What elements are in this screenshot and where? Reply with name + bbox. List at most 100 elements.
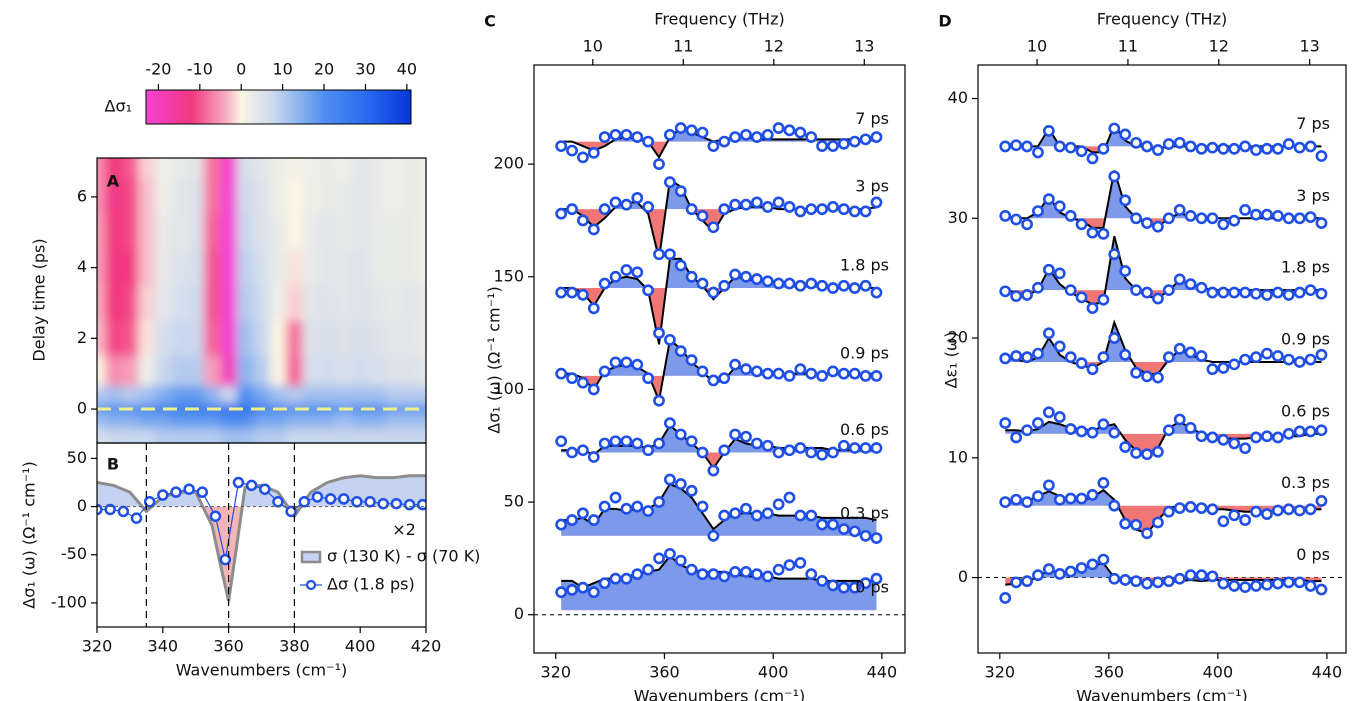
data-point bbox=[587, 302, 600, 315]
data-point bbox=[587, 223, 600, 236]
data-point bbox=[566, 203, 578, 216]
data-point bbox=[1162, 284, 1175, 297]
heatmap-cell bbox=[187, 214, 205, 251]
data-point bbox=[1021, 289, 1033, 301]
data-point bbox=[750, 131, 763, 143]
heatmap-cell bbox=[171, 158, 188, 180]
data-point bbox=[1064, 565, 1077, 578]
x-tick-label: 360 bbox=[213, 637, 244, 656]
data-point bbox=[1010, 576, 1023, 589]
data-point bbox=[1304, 580, 1317, 592]
data-point bbox=[707, 464, 720, 477]
data-point bbox=[761, 439, 774, 452]
data-point bbox=[577, 214, 589, 227]
data-point bbox=[170, 486, 182, 498]
data-point bbox=[1097, 553, 1110, 566]
data-point bbox=[1097, 477, 1110, 489]
heatmap-cell bbox=[171, 214, 188, 251]
colorbar-tick-label: -10 bbox=[187, 60, 213, 79]
x-tick-label: 320 bbox=[985, 663, 1016, 682]
heatmap-cell bbox=[138, 428, 156, 443]
heatmap-cell bbox=[187, 320, 205, 357]
fill-positive bbox=[1037, 124, 1137, 147]
data-point bbox=[794, 509, 807, 522]
data-point bbox=[1239, 514, 1252, 526]
data-point bbox=[232, 476, 245, 489]
y-tick-label: 0 bbox=[77, 496, 87, 515]
y-axis-label: Delay time (ps) bbox=[30, 238, 49, 361]
data-point bbox=[685, 124, 698, 137]
data-point bbox=[1032, 490, 1044, 503]
data-point bbox=[1032, 146, 1044, 159]
trace-label: 3 ps bbox=[855, 177, 889, 196]
y-tick-label: 10 bbox=[948, 447, 968, 466]
data-point bbox=[143, 496, 156, 508]
heatmap-cell bbox=[203, 249, 221, 286]
data-point bbox=[794, 363, 807, 376]
data-point bbox=[848, 442, 861, 454]
data-point bbox=[1108, 122, 1121, 135]
trace-label: 0.3 ps bbox=[1281, 473, 1330, 492]
heatmap-cell bbox=[335, 386, 353, 405]
heatmap-cell bbox=[154, 320, 172, 357]
data-point bbox=[1075, 562, 1088, 574]
data-point bbox=[1271, 142, 1284, 155]
data-point bbox=[740, 270, 752, 283]
fill-neg-clip bbox=[588, 452, 725, 469]
area-fill-negative bbox=[142, 506, 301, 601]
data-point bbox=[1304, 284, 1317, 297]
heatmap-cell bbox=[417, 285, 426, 322]
data-point bbox=[729, 358, 742, 371]
heatmap-cell bbox=[384, 285, 402, 322]
fill-neg-clip bbox=[561, 141, 877, 158]
heatmap-cell bbox=[401, 320, 419, 357]
data-point bbox=[718, 135, 731, 148]
heatmap-cell bbox=[335, 158, 353, 180]
trace-label: 7 ps bbox=[855, 109, 889, 128]
heatmap-cell bbox=[236, 320, 254, 357]
heatmap-cell bbox=[401, 214, 419, 251]
heatmap-cell bbox=[220, 285, 238, 322]
trace-label: 1.8 ps bbox=[840, 256, 889, 275]
data-point bbox=[816, 448, 829, 461]
heatmap-cell bbox=[269, 214, 287, 251]
heatmap-cell bbox=[417, 214, 426, 251]
heatmap-cell bbox=[302, 414, 320, 430]
data-point bbox=[566, 144, 578, 157]
heatmap-cell bbox=[269, 428, 287, 443]
data-point bbox=[598, 437, 611, 450]
fill-neg-clip bbox=[572, 288, 725, 345]
data-point bbox=[1250, 351, 1262, 364]
heatmap-cell bbox=[187, 414, 205, 430]
heatmap-cell bbox=[351, 356, 369, 387]
data-point bbox=[587, 514, 600, 526]
heatmap-cell bbox=[351, 428, 369, 443]
heatmap-cell bbox=[253, 249, 271, 286]
data-point bbox=[827, 282, 839, 294]
heatmap-cell bbox=[105, 249, 123, 286]
data-point bbox=[740, 198, 752, 211]
heatmap-cell bbox=[335, 320, 353, 357]
fill-pos-clip bbox=[561, 556, 877, 611]
data-point bbox=[1184, 278, 1197, 291]
data-point bbox=[685, 354, 698, 367]
data-point bbox=[1108, 572, 1121, 585]
data-point bbox=[685, 484, 698, 497]
data-point bbox=[1075, 145, 1088, 158]
heatmap-cell bbox=[302, 214, 320, 251]
data-point bbox=[1315, 287, 1328, 300]
data-point bbox=[663, 128, 676, 141]
data-point bbox=[1032, 205, 1044, 218]
data-point bbox=[577, 151, 589, 164]
heatmap-cell bbox=[269, 414, 287, 430]
data-point bbox=[587, 451, 600, 463]
data-point bbox=[338, 493, 350, 505]
heatmap-cell bbox=[401, 428, 419, 443]
data-point bbox=[298, 496, 311, 508]
heatmap-cell bbox=[203, 285, 221, 322]
data-point bbox=[1053, 411, 1066, 423]
data-point bbox=[1064, 209, 1077, 222]
data-point bbox=[1086, 152, 1099, 165]
fill-pos-clip bbox=[1037, 124, 1137, 147]
heatmap-cell bbox=[384, 428, 402, 443]
